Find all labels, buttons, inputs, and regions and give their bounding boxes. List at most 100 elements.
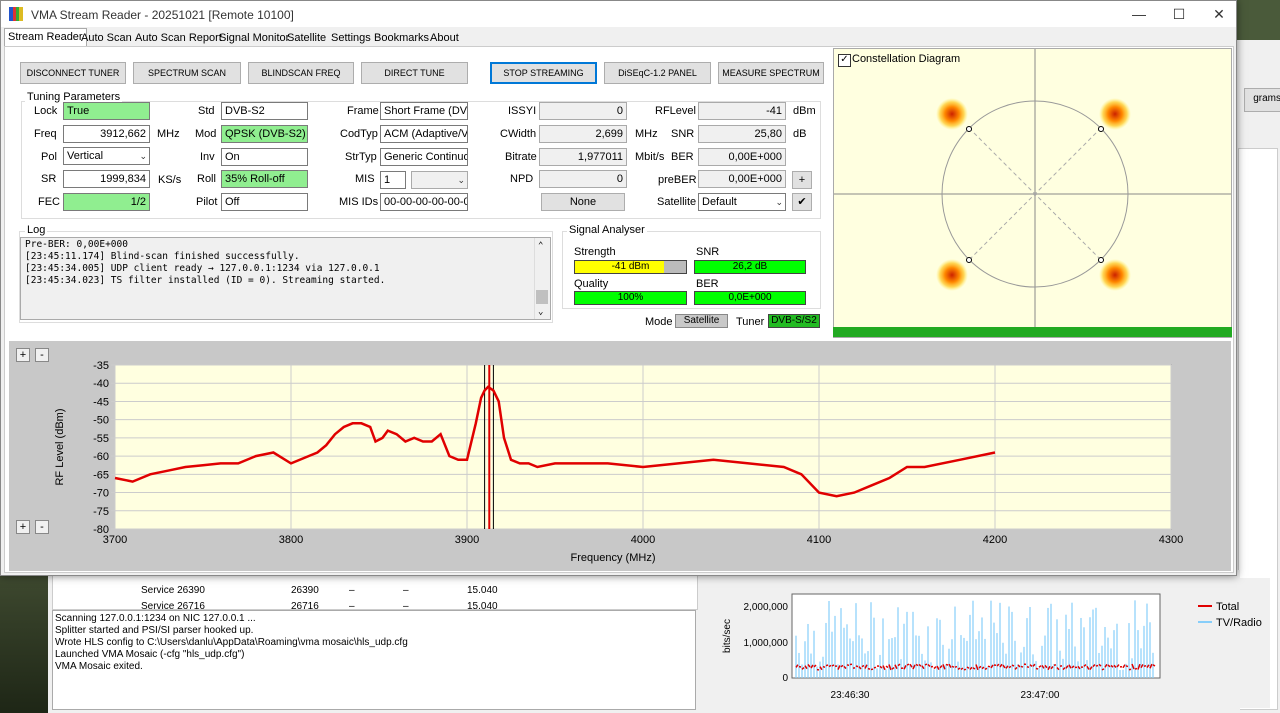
ber-label: BER (671, 151, 694, 163)
bitrate-total-segment (1140, 663, 1144, 669)
bitrate-total-segment (1056, 667, 1060, 671)
fec-label: FEC (38, 196, 60, 208)
bitrate-total-segment (1146, 664, 1150, 669)
bitrate-total-segment (921, 665, 925, 670)
bitrate-total-segment (825, 664, 829, 667)
y-tick-label: -35 (93, 360, 109, 372)
mis-label: MIS (355, 173, 375, 185)
frame-value: Short Frame (DVB-S (380, 102, 468, 120)
snr-value: 25,80 (698, 125, 786, 143)
constellation-checkbox[interactable]: ✓ (838, 54, 851, 67)
pilot-label: Pilot (196, 196, 218, 208)
tab-auto-scan[interactable]: Auto Scan (81, 32, 132, 44)
freq-unit: MHz (157, 128, 180, 140)
bitrate-total-segment (1095, 664, 1099, 667)
misids-label: MIS IDs (339, 196, 379, 208)
bitrate-total-segment (999, 663, 1003, 668)
diseqc-panel-button[interactable]: DiSEqC-1.2 PANEL (604, 62, 711, 84)
ber-value: 0,00E+000 (698, 148, 786, 166)
inv-label: Inv (200, 151, 215, 163)
constellation-diagram: ✓ Constellation Diagram (833, 48, 1232, 338)
log-scrollbar[interactable]: ⌃ ⌄ (534, 238, 550, 319)
spectrum-ylabel: RF Level (dBm) (54, 408, 66, 485)
spectrum-scan-button[interactable]: SPECTRUM SCAN (133, 62, 241, 84)
table-row[interactable]: Service 26716 26716 – – 15.040 (141, 601, 498, 610)
bitrate-total-segment (906, 663, 910, 666)
pol-select[interactable]: Vertical ⌄ (63, 147, 150, 165)
constellation-point (966, 257, 972, 263)
y-tick-label: -50 (93, 415, 109, 427)
tab-bookmarks[interactable]: Bookmarks (374, 32, 430, 44)
zoom-in-y-button[interactable]: + (16, 348, 30, 362)
zoom-in-x-button[interactable]: + (16, 520, 30, 534)
tab-settings[interactable]: Settings (331, 32, 371, 44)
title-bar[interactable]: VMA Stream Reader - 20251021 [Remote 101… (1, 1, 1236, 27)
bitrate-total-segment (1047, 665, 1051, 671)
close-button[interactable]: ✕ (1213, 6, 1225, 22)
disconnect-tuner-button[interactable]: DISCONNECT TUNER (20, 62, 126, 84)
mis-select[interactable]: ⌄ (411, 171, 468, 189)
bitrate-ytick: 2,000,000 (744, 602, 789, 613)
tab-about[interactable]: About (430, 32, 459, 44)
satellite-select[interactable]: Default ⌄ (698, 193, 786, 211)
legend-tvradio: TV/Radio (1216, 617, 1262, 629)
pol-label: Pol (41, 151, 57, 163)
apply-check-button[interactable]: ✔ (792, 193, 812, 211)
constellation-cluster (1099, 259, 1131, 291)
log-textbox[interactable]: Pre-BER: 0,00E+000 [23:45:11.174] Blind-… (20, 237, 551, 320)
strength-fill (575, 261, 664, 273)
minimize-button[interactable]: — (1132, 6, 1146, 22)
bitrate-total-segment (1098, 663, 1102, 667)
mis-value[interactable]: 1 (380, 171, 406, 189)
freq-input[interactable]: 3912,662 (63, 125, 150, 143)
sr-input[interactable]: 1999,834 (63, 170, 150, 188)
bitrate-total-segment (948, 663, 952, 668)
bitrate-total-segment (954, 665, 958, 668)
spectrum-series-line (114, 385, 996, 498)
stop-streaming-button[interactable]: STOP STREAMING (490, 62, 597, 84)
bitrate-total-segment (894, 664, 898, 670)
scrollbar-thumb[interactable] (536, 290, 548, 304)
measure-spectrum-button[interactable]: MEASURE SPECTRUM (718, 62, 824, 84)
x-tick-label: 4100 (807, 534, 831, 546)
fec-value: 1/2 (63, 193, 150, 211)
bitrate-total-segment (1137, 663, 1141, 670)
inv-value: On (221, 148, 308, 166)
preber-label: preBER (658, 174, 697, 186)
blindscan-freq-button[interactable]: BLINDSCAN FREQ (248, 62, 354, 84)
tab-signal-monitor[interactable]: Signal Monitor (219, 32, 290, 44)
tuner-label: Tuner (736, 316, 765, 328)
bitrate-total-segment (1101, 668, 1105, 671)
app-icon (9, 7, 23, 21)
y-tick-label: -75 (93, 506, 109, 518)
chevron-down-icon[interactable]: ⌄ (538, 307, 544, 317)
add-button[interactable]: + (792, 171, 812, 189)
roll-value: 35% Roll-off (221, 170, 308, 188)
bitrate-total-segment (987, 665, 991, 668)
chevron-down-icon: ⌄ (775, 197, 783, 207)
strength-value: -41 dBm (611, 261, 650, 272)
zoom-out-x-button[interactable]: - (35, 520, 49, 534)
table-row[interactable]: Service 26390 26390 – – 15.040 (141, 585, 498, 596)
tab-auto-scan-report[interactable]: Auto Scan Report (135, 32, 222, 44)
constellation-point (1098, 257, 1104, 263)
signal-analyser-title: Signal Analyser (567, 224, 647, 236)
none-button[interactable]: None (541, 193, 625, 211)
background-button[interactable]: grams (1244, 88, 1280, 112)
quality-bar: 100% (574, 291, 687, 305)
tab-satellite[interactable]: Satellite (287, 32, 327, 44)
bitrate-total-segment (1125, 665, 1129, 668)
x-tick-label: 4000 (631, 534, 655, 546)
chevron-up-icon[interactable]: ⌃ (538, 241, 544, 251)
bitrate-total-segment (819, 666, 823, 671)
bitrate-ylabel: bits/sec (722, 619, 733, 653)
bitrate-total-segment (891, 666, 895, 670)
direct-tune-button[interactable]: DIRECT TUNE (361, 62, 468, 84)
bitrate-total-segment (915, 663, 919, 667)
tab-stream-reader[interactable]: Stream Reader (4, 28, 87, 47)
stream-reader-window: VMA Stream Reader - 20251021 [Remote 101… (0, 0, 1237, 576)
maximize-button[interactable]: ☐ (1172, 6, 1186, 22)
chevron-down-icon: ⌄ (139, 151, 147, 161)
snr-meter-label: SNR (696, 246, 720, 258)
zoom-out-y-button[interactable]: - (35, 348, 49, 362)
